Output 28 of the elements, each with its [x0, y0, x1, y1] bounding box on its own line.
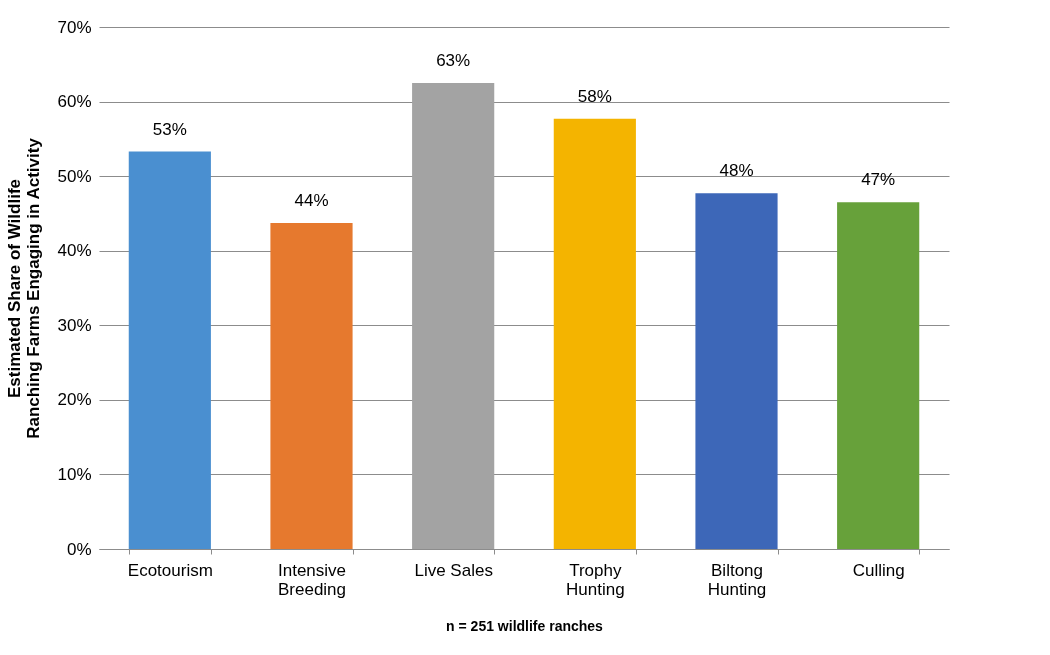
y-tick-label: 0%: [66, 539, 92, 559]
y-tick-label: 30%: [57, 315, 92, 335]
x-tick-label: Ecotourism: [127, 560, 213, 580]
bar: [695, 193, 778, 549]
bar: [128, 151, 211, 549]
bar: [553, 118, 636, 549]
bar: [270, 223, 353, 549]
y-axis-title: Estimated Share of Wildlife Ranching Farms Engaging in Activity: [5, 137, 44, 439]
data-label: 44%: [294, 191, 329, 211]
bar: [412, 82, 495, 549]
y-tick-label: 70%: [57, 17, 92, 37]
y-tick-label: 40%: [57, 241, 92, 261]
x-tick-label: Live Sales: [414, 560, 493, 580]
x-axis-title: n = 251 wildlife ranches: [446, 617, 604, 634]
x-tick-label: Trophy Hunting: [566, 560, 625, 599]
data-label: 53%: [152, 119, 187, 139]
y-tick-label: 50%: [57, 166, 92, 186]
x-tick-label: Biltong Hunting: [707, 560, 767, 599]
data-label: 58%: [577, 86, 612, 106]
bar: [837, 202, 920, 549]
y-tick-label: 20%: [57, 390, 92, 410]
y-tick-label: 10%: [57, 464, 92, 484]
x-tick-label: Culling: [852, 560, 905, 580]
data-label: 48%: [719, 161, 754, 181]
data-label: 63%: [436, 50, 471, 70]
x-tick-label: Intensive Breeding: [277, 560, 347, 599]
data-label: 47%: [861, 170, 896, 190]
y-tick-label: 60%: [57, 92, 92, 112]
